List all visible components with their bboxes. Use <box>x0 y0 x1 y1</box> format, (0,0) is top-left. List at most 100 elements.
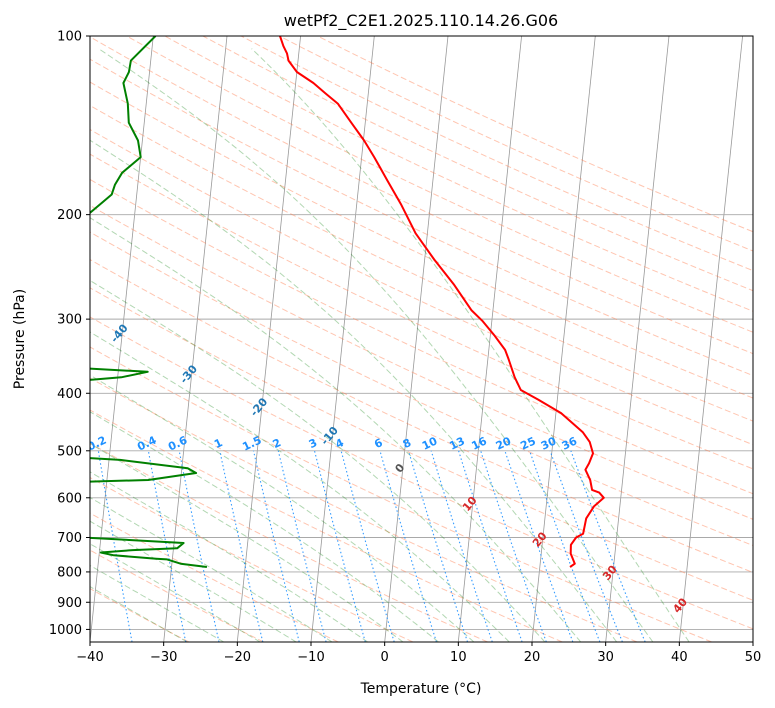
dry-adiabat-line <box>90 36 753 355</box>
low-adiabat-label: 30 <box>600 563 620 583</box>
moist-adiabat-line <box>90 217 582 642</box>
isotherm-line <box>0 36 6 642</box>
moist-adiabat-line <box>90 471 368 642</box>
mixing-ratio-line <box>147 450 187 642</box>
y-tick-label: 1000 <box>49 623 82 638</box>
moist-adiabat-label: -20 <box>248 395 271 419</box>
mixing-ratio-label: 16 <box>470 434 490 452</box>
x-tick-label: 40 <box>671 650 688 665</box>
moist-adiabat-label: -40 <box>108 321 131 345</box>
dry-adiabat-line <box>90 442 488 642</box>
isotherm-line <box>605 36 670 642</box>
dry-adiabat-line <box>90 409 563 642</box>
mixing-ratio-label: 25 <box>518 435 537 453</box>
low-adiabat-label: 40 <box>670 595 690 615</box>
dry-adiabat-line <box>90 153 753 470</box>
mixing-ratio-line <box>504 450 574 642</box>
moist-adiabat-line <box>90 411 439 642</box>
mixing-ratio-label: 36 <box>560 434 580 452</box>
moist-adiabat-label: -50 <box>39 276 62 300</box>
mixing-ratio-line <box>97 450 133 642</box>
x-tick-label: 30 <box>597 650 614 665</box>
mixing-ratio-label: 6 <box>372 436 385 451</box>
mixing-ratio-line <box>277 450 327 642</box>
mixing-ratio-label: 4 <box>333 436 346 451</box>
moist-adiabat-line <box>90 543 261 642</box>
isotherm-line <box>163 36 228 642</box>
x-axis-label: Temperature (°C) <box>360 681 482 697</box>
moist-adiabat-line <box>90 586 188 642</box>
dry-adiabat-line <box>90 58 753 377</box>
dewpoint-profile-line <box>90 36 208 568</box>
isotherm-line <box>90 36 154 642</box>
dry-adiabat-line <box>90 258 753 574</box>
mixing-ratio-label: 1 <box>212 436 224 451</box>
dry-adiabat-line <box>317 36 753 233</box>
mixing-ratio-line <box>379 450 437 642</box>
mixing-ratio-line <box>570 450 646 642</box>
x-tick-label: −40 <box>76 650 103 665</box>
dry-adiabat-line <box>90 316 753 630</box>
moist-adiabat-line <box>90 442 404 642</box>
mixing-ratio-line <box>313 450 366 642</box>
dry-adiabat-line <box>90 204 753 520</box>
dry-adiabat-line <box>90 476 414 642</box>
isotherm-line <box>457 36 522 642</box>
mixing-ratio-label: 20 <box>494 434 514 452</box>
mixing-ratio-line <box>407 450 469 642</box>
x-tick-label: 10 <box>450 650 467 665</box>
isotherm-line <box>531 36 596 642</box>
moist-adiabat-label: -30 <box>177 362 200 386</box>
isotherm-line <box>310 36 375 642</box>
moist-adiabat-line <box>90 520 297 642</box>
isotherm-line <box>752 638 753 642</box>
y-axis-label: Pressure (hPa) <box>12 289 28 389</box>
chart-title: wetPf2_C2E1.2025.110.14.26.G06 <box>284 11 558 31</box>
mixing-ratio-line <box>529 450 601 642</box>
x-tick-label: 0 <box>381 650 389 665</box>
moist-adiabat-line <box>90 331 510 642</box>
x-tick-label: 20 <box>524 650 541 665</box>
mixing-ratio-label: 10 <box>420 434 440 452</box>
dry-adiabat-line <box>126 36 753 333</box>
isotherm-line <box>678 36 743 642</box>
temperature-profile-line <box>279 36 605 568</box>
mixing-ratio-line <box>480 450 547 642</box>
y-tick-label: 600 <box>57 491 82 506</box>
mixing-ratio-line <box>52 451 82 642</box>
moist-adiabat-line <box>90 564 225 642</box>
isotherm-line <box>236 36 301 642</box>
y-tick-label: 500 <box>57 444 82 459</box>
mixing-ratio-line <box>340 450 395 642</box>
x-tick-label: −20 <box>224 650 251 665</box>
y-tick-label: 200 <box>57 208 82 223</box>
y-tick-label: 800 <box>57 565 82 580</box>
dry-adiabat-line <box>240 36 753 272</box>
x-tick-label: −10 <box>297 650 324 665</box>
mixing-ratio-label: 30 <box>539 434 559 452</box>
plot-frame <box>89 35 754 643</box>
x-tick-label: −30 <box>150 650 177 665</box>
dry-adiabat-line <box>279 36 753 252</box>
mixing-ratio-line <box>219 450 264 642</box>
dry-adiabat-line <box>90 588 190 642</box>
y-tick-label: 100 <box>57 30 82 45</box>
dry-adiabat-line <box>90 81 753 399</box>
moist-adiabat-line <box>90 374 475 642</box>
mixing-ratio-line <box>430 450 493 642</box>
y-tick-label: 900 <box>57 596 82 611</box>
y-tick-label: 400 <box>57 387 82 402</box>
x-tick-label: 50 <box>745 650 762 665</box>
mixing-ratio-line <box>549 450 623 642</box>
dry-adiabat-line <box>90 346 712 642</box>
mixing-ratio-label: 13 <box>447 435 466 453</box>
dry-adiabat-line <box>90 287 753 601</box>
y-tick-label: 700 <box>57 531 82 546</box>
moist-adiabat-line <box>90 496 333 642</box>
y-tick-label: 300 <box>57 313 82 328</box>
mixing-ratio-label: 3 <box>307 436 319 451</box>
moist-adiabat-line <box>98 48 654 642</box>
dry-adiabat-line <box>90 128 753 446</box>
mixing-ratio-line <box>252 450 300 642</box>
